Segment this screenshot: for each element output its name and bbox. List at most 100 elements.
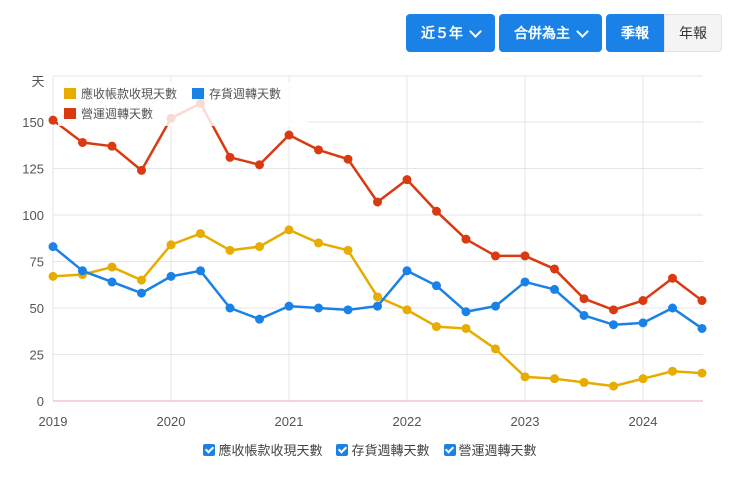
toggle-operating-days[interactable]: 營運週轉天數 xyxy=(443,440,537,459)
y-tick-label: 125 xyxy=(22,162,44,177)
data-point[interactable] xyxy=(166,240,176,250)
data-point[interactable] xyxy=(225,303,235,313)
data-point[interactable] xyxy=(107,277,117,287)
data-point[interactable] xyxy=(609,305,618,315)
data-point[interactable] xyxy=(78,266,87,276)
data-point[interactable] xyxy=(48,115,58,125)
data-point[interactable] xyxy=(668,303,677,313)
data-point[interactable] xyxy=(373,301,382,311)
data-point[interactable] xyxy=(432,281,441,291)
data-point[interactable] xyxy=(668,273,677,283)
data-point[interactable] xyxy=(579,377,589,387)
range-dropdown[interactable]: 近５年 xyxy=(406,14,495,52)
basis-dropdown[interactable]: 合併為主 xyxy=(499,14,602,52)
data-point[interactable] xyxy=(107,262,117,272)
range-label: 近５年 xyxy=(421,25,463,41)
data-point[interactable] xyxy=(314,303,323,313)
checkbox-checked-icon[interactable] xyxy=(336,443,349,456)
data-point[interactable] xyxy=(284,301,294,311)
data-point[interactable] xyxy=(196,229,205,239)
data-point[interactable] xyxy=(284,130,294,140)
data-point[interactable] xyxy=(402,175,412,185)
data-point[interactable] xyxy=(550,284,559,294)
checkbox-checked-icon[interactable] xyxy=(443,443,456,456)
legend-swatch xyxy=(64,108,76,119)
data-point[interactable] xyxy=(48,271,58,281)
data-point[interactable] xyxy=(638,296,648,306)
data-point[interactable] xyxy=(225,245,235,255)
data-point[interactable] xyxy=(137,275,146,285)
legend-swatch xyxy=(64,88,76,99)
data-point[interactable] xyxy=(579,310,589,320)
data-point[interactable] xyxy=(550,374,559,384)
data-point[interactable] xyxy=(48,242,58,252)
data-point[interactable] xyxy=(166,271,176,281)
data-point[interactable] xyxy=(314,238,323,248)
data-point[interactable] xyxy=(638,318,648,328)
data-point[interactable] xyxy=(520,372,530,382)
data-point[interactable] xyxy=(196,266,205,276)
line-chart: 2019 2020 2021 2022 2023 2024 0 25 50 75 100 125 150… xyxy=(22,74,707,429)
data-point[interactable] xyxy=(697,368,707,378)
data-point[interactable] xyxy=(137,288,146,298)
x-tick-label: 2020 xyxy=(157,414,186,429)
basis-label: 合併為主 xyxy=(514,25,570,41)
data-point[interactable] xyxy=(432,206,441,216)
data-point[interactable] xyxy=(461,234,471,244)
legend-label[interactable]: 營運週轉天數 xyxy=(81,107,153,121)
y-axis-unit: 天 xyxy=(31,74,44,89)
legend-label[interactable]: 存貨週轉天數 xyxy=(209,86,281,101)
series-line xyxy=(48,225,707,391)
data-point[interactable] xyxy=(137,165,146,175)
data-point[interactable] xyxy=(697,323,707,333)
data-point[interactable] xyxy=(609,320,618,330)
data-point[interactable] xyxy=(432,322,441,332)
data-point[interactable] xyxy=(402,266,412,276)
y-tick-label: 0 xyxy=(37,394,44,409)
quarterly-button[interactable]: 季報 xyxy=(606,14,664,52)
data-point[interactable] xyxy=(491,301,500,311)
data-point[interactable] xyxy=(609,381,618,391)
data-point[interactable] xyxy=(402,305,412,315)
data-point[interactable] xyxy=(78,137,87,147)
period-toggle: 季報 年報 xyxy=(606,14,722,52)
data-point[interactable] xyxy=(255,314,264,324)
data-point[interactable] xyxy=(520,277,530,287)
data-point[interactable] xyxy=(284,225,294,235)
y-tick-label: 75 xyxy=(30,255,44,270)
data-point[interactable] xyxy=(491,344,500,354)
data-point[interactable] xyxy=(638,374,648,384)
data-point[interactable] xyxy=(520,251,530,261)
series-toggles: 應收帳款收現天數 存貨週轉天數 營運週轉天數 xyxy=(0,440,740,459)
data-point[interactable] xyxy=(579,294,589,304)
data-point[interactable] xyxy=(225,152,235,162)
data-point[interactable] xyxy=(491,251,500,261)
data-point[interactable] xyxy=(343,245,353,255)
data-point[interactable] xyxy=(255,242,264,252)
toolbar: 近５年 合併為主 季報 年報 xyxy=(406,14,722,52)
data-point[interactable] xyxy=(343,305,353,315)
toggle-inventory-days[interactable]: 存貨週轉天數 xyxy=(336,440,430,459)
data-point[interactable] xyxy=(461,307,471,317)
series-line xyxy=(48,242,707,333)
data-point[interactable] xyxy=(373,292,382,302)
y-tick-label: 50 xyxy=(30,301,44,316)
annual-button[interactable]: 年報 xyxy=(664,14,722,52)
data-point[interactable] xyxy=(373,197,382,207)
data-point[interactable] xyxy=(107,141,117,151)
data-point[interactable] xyxy=(314,145,323,155)
legend-label[interactable]: 應收帳款收現天數 xyxy=(81,86,177,101)
data-point[interactable] xyxy=(668,366,677,376)
series-line xyxy=(48,98,707,315)
y-tick-label: 150 xyxy=(22,115,44,130)
toggle-receivable-days[interactable]: 應收帳款收現天數 xyxy=(203,440,322,459)
data-point[interactable] xyxy=(461,323,471,333)
data-point[interactable] xyxy=(550,264,559,274)
data-point[interactable] xyxy=(255,160,264,170)
y-tick-label: 100 xyxy=(22,208,44,223)
data-point[interactable] xyxy=(697,296,707,306)
x-tick-label: 2021 xyxy=(275,414,304,429)
data-point[interactable] xyxy=(343,154,353,164)
checkbox-checked-icon[interactable] xyxy=(203,443,216,456)
